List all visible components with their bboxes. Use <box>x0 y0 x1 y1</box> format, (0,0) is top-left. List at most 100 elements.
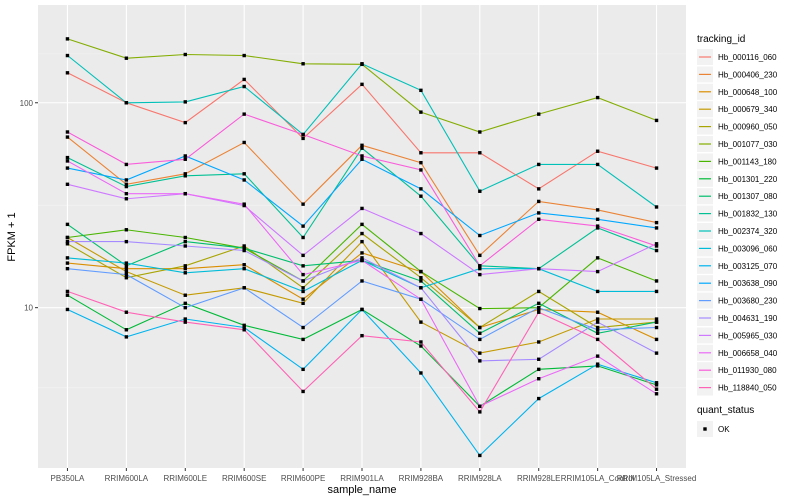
data-point <box>65 130 70 134</box>
data-point <box>65 239 70 244</box>
data-point <box>595 328 600 332</box>
data-point <box>242 286 246 290</box>
data-point <box>537 217 541 221</box>
data-point <box>595 289 600 294</box>
data-point <box>478 404 482 409</box>
data-point <box>478 359 482 363</box>
x-tick-label: RRIM105LA_Stressed <box>617 474 697 483</box>
data-point <box>595 269 600 274</box>
legend-label: Hb_000679_340 <box>718 105 778 114</box>
y-axis: 10 100 <box>20 99 38 313</box>
data-point <box>360 231 364 236</box>
data-point <box>301 367 305 372</box>
data-point <box>65 53 70 58</box>
data-point <box>242 84 246 89</box>
data-point <box>654 279 659 283</box>
data-point <box>595 354 600 358</box>
data-point <box>65 37 70 41</box>
data-point <box>65 293 70 297</box>
legend-label: Hb_003638_090 <box>718 279 778 288</box>
x-axis-title: sample_name <box>327 484 396 496</box>
data-point <box>301 337 305 342</box>
data-point <box>654 118 659 123</box>
data-point <box>595 224 600 228</box>
data-point <box>65 261 70 265</box>
data-point <box>124 191 129 196</box>
data-point <box>242 266 246 271</box>
data-point <box>419 297 423 301</box>
x-axis: PB350LA RRIM600LA RRIM600LE RRIM600SE RRIM60… <box>51 468 697 483</box>
data-point <box>360 222 364 227</box>
data-point <box>537 112 541 116</box>
data-point <box>242 246 246 250</box>
data-point <box>65 242 70 246</box>
data-point <box>360 154 364 158</box>
legend-label: Hb_001143_180 <box>718 157 777 166</box>
data-point <box>183 191 187 196</box>
data-point <box>478 130 482 134</box>
x-tick-label: RRIM901LA <box>340 474 384 483</box>
data-point <box>360 82 364 87</box>
data-point <box>360 206 364 211</box>
data-point <box>654 320 659 324</box>
data-point <box>419 340 423 344</box>
data-point <box>183 317 187 321</box>
data-point <box>183 239 187 244</box>
data-point <box>595 310 600 314</box>
shape-key-marker <box>703 427 707 431</box>
data-point <box>419 151 423 155</box>
data-point <box>478 453 482 458</box>
data-point <box>124 184 129 189</box>
data-point <box>65 135 70 139</box>
legend-label: Hb_000648_100 <box>718 88 778 97</box>
data-point <box>301 224 305 228</box>
data-point <box>242 325 246 330</box>
data-point <box>654 289 659 294</box>
data-point <box>65 71 70 75</box>
data-point <box>654 337 659 342</box>
data-point <box>124 266 129 271</box>
data-point <box>124 264 129 268</box>
data-point <box>419 160 423 165</box>
data-point <box>242 53 246 58</box>
data-point <box>65 182 70 187</box>
data-point <box>537 199 541 204</box>
data-point <box>124 101 129 105</box>
data-point <box>183 172 187 176</box>
data-point <box>183 266 187 271</box>
x-tick-label: RRIM928LE <box>517 474 561 483</box>
data-point <box>419 279 423 283</box>
data-point <box>183 100 187 104</box>
data-point <box>478 151 482 155</box>
data-point <box>301 325 305 330</box>
data-point <box>124 272 129 277</box>
data-point <box>478 189 482 193</box>
data-point <box>242 244 246 248</box>
data-point <box>537 266 541 271</box>
data-point <box>360 258 364 263</box>
data-point <box>595 95 600 100</box>
data-point <box>124 328 129 332</box>
data-point <box>183 235 187 240</box>
data-point <box>242 172 246 176</box>
data-point <box>301 279 305 283</box>
data-point <box>124 239 129 244</box>
x-tick-label: RRIM600SE <box>222 474 266 483</box>
data-point <box>301 389 305 394</box>
x-tick-label: PB350LA <box>51 474 85 483</box>
legend-label: Hb_001301_220 <box>718 175 778 184</box>
data-point <box>537 187 541 191</box>
legend-label: Hb_003125_070 <box>718 262 778 271</box>
series-points <box>65 37 659 458</box>
data-point <box>654 244 659 248</box>
data-point <box>419 276 423 280</box>
data-point <box>360 256 364 260</box>
data-point <box>242 202 246 206</box>
y-tick-label: 100 <box>20 99 34 108</box>
data-point <box>654 226 659 230</box>
data-point <box>65 222 70 227</box>
shape-legend-title: quant_status <box>697 405 754 416</box>
data-point <box>537 305 541 310</box>
legend-label: Hb_001077_030 <box>718 140 778 149</box>
data-point <box>65 266 70 271</box>
